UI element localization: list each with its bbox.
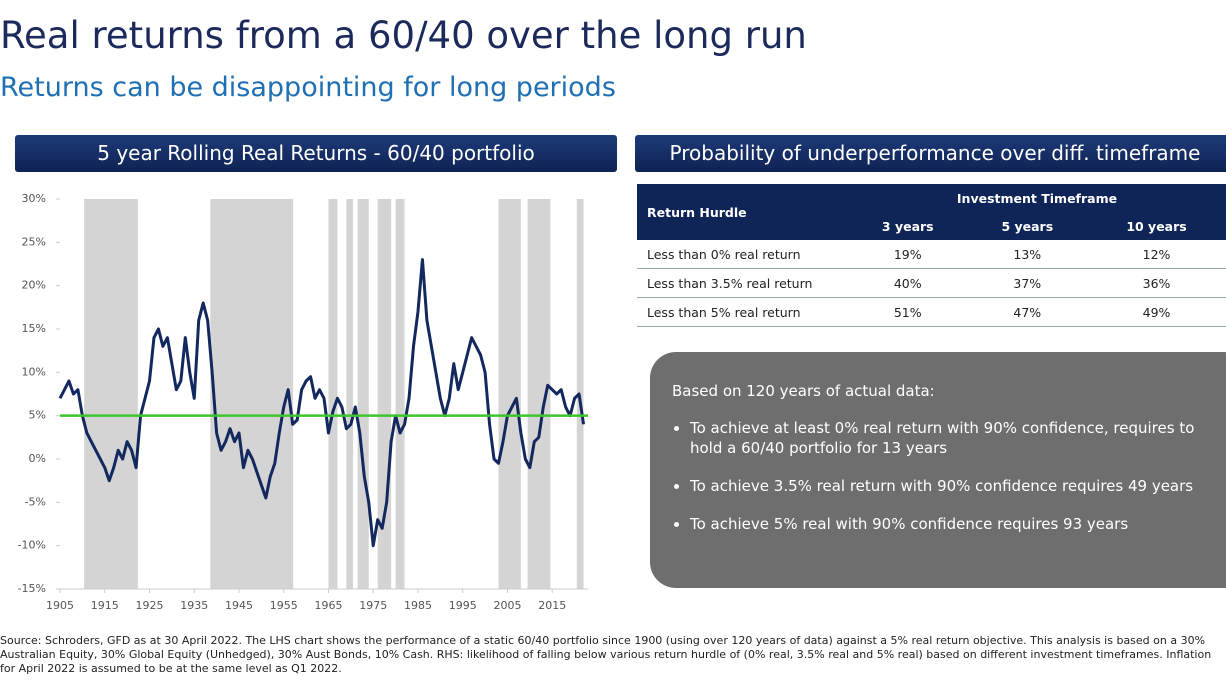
header-cell: Return Hurdle: [637, 184, 848, 240]
x-tick-label: 1925: [135, 599, 163, 612]
table-cell: Less than 5% real return: [637, 297, 848, 327]
shaded-period: [84, 199, 138, 589]
header-cell: 10 years: [1087, 212, 1226, 240]
x-tick-label: 2015: [538, 599, 566, 612]
y-tick-label: 0%: [29, 452, 46, 465]
x-tick-label: 1955: [270, 599, 298, 612]
box-intro: Based on 120 years of actual data:: [672, 382, 935, 400]
probability-table: Return Hurdle Investment Timeframe 3 years…: [637, 184, 1226, 327]
shaded-period: [346, 199, 354, 589]
shaded-period: [498, 199, 521, 589]
x-tick-label: 1965: [314, 599, 342, 612]
y-tick-label: 25%: [22, 235, 46, 248]
table-cell: 37%: [967, 268, 1088, 298]
y-tick-label: 20%: [22, 279, 46, 292]
title: Real returns from a 60/40 over the long …: [0, 14, 807, 57]
shaded-period: [210, 199, 294, 589]
subtitle: Returns can be disappointing for long pe…: [0, 72, 616, 103]
summary-box: Based on 120 years of actual data: To ac…: [650, 352, 1226, 588]
table-cell: 40%: [848, 268, 968, 298]
chart: -15% -10% -5% 0% 5% 10% 15% 20% 25% 30% 1905 1915 19…: [18, 192, 588, 612]
header-row: 3 years 5 years 10 years: [637, 212, 1226, 240]
table-cell: 51%: [848, 297, 968, 327]
shaded-period: [527, 199, 551, 589]
y-tick-label: -15%: [18, 582, 46, 595]
return-line: [58, 258, 586, 548]
x-tick-label: 1945: [225, 599, 253, 612]
x-tick-label: 1995: [449, 599, 477, 612]
source-note: Source: Schroders, GFD as at 30 April 20…: [0, 634, 1212, 675]
y-tick-label: -5%: [25, 495, 46, 508]
x-tick-label: 1915: [91, 599, 119, 612]
table-cell: Less than 0% real return: [637, 240, 848, 269]
table-cell: 47%: [967, 297, 1088, 327]
y-tick-label: 5%: [29, 409, 46, 422]
bullet: To achieve 5% real with 90% confidence r…: [690, 514, 1215, 534]
table-cell: 36%: [1087, 268, 1226, 298]
y-tick-label: 30%: [22, 192, 46, 205]
shaded-period: [395, 199, 405, 589]
table-cell: 19%: [848, 240, 968, 269]
x-tick-label: 1985: [404, 599, 432, 612]
table-row: Less than 5% real return 51% 47% 49%: [637, 297, 1226, 327]
y-tick-label: 15%: [22, 322, 46, 335]
panel-header: 5 year Rolling Real Returns - 60/40 port…: [15, 135, 617, 172]
table-cell: 12%: [1087, 240, 1226, 269]
table-row: Less than 0% real return 19% 13% 12%: [637, 240, 1226, 269]
bullet: To achieve at least 0% real return with …: [690, 418, 1215, 458]
x-tick-label: 1905: [46, 599, 74, 612]
y-tick-label: 10%: [22, 365, 46, 378]
shaded-period: [328, 199, 338, 589]
x-tick-label: 1975: [359, 599, 387, 612]
bullet: To achieve 3.5% real return with 90% con…: [690, 476, 1215, 496]
table-cell: 13%: [967, 240, 1088, 269]
y-tick-label: -10%: [18, 539, 46, 552]
x-tick-label: 1935: [180, 599, 208, 612]
header-cell: 3 years: [848, 212, 968, 240]
header-cell: 5 years: [967, 212, 1088, 240]
x-tick-label: 2005: [493, 599, 521, 612]
table-cell: 49%: [1087, 297, 1226, 327]
table-row: Less than 3.5% real return 40% 37% 36%: [637, 268, 1226, 298]
header-cell: Investment Timeframe: [848, 184, 1226, 212]
table-cell: Less than 3.5% real return: [637, 268, 848, 298]
shaded-period: [377, 199, 392, 589]
header-row: Return Hurdle Investment Timeframe: [637, 184, 1226, 240]
shaded-period: [357, 199, 369, 589]
bullet-list: To achieve at least 0% real return with …: [672, 418, 1226, 534]
panel-header: Probability of underperformance over dif…: [635, 135, 1226, 172]
